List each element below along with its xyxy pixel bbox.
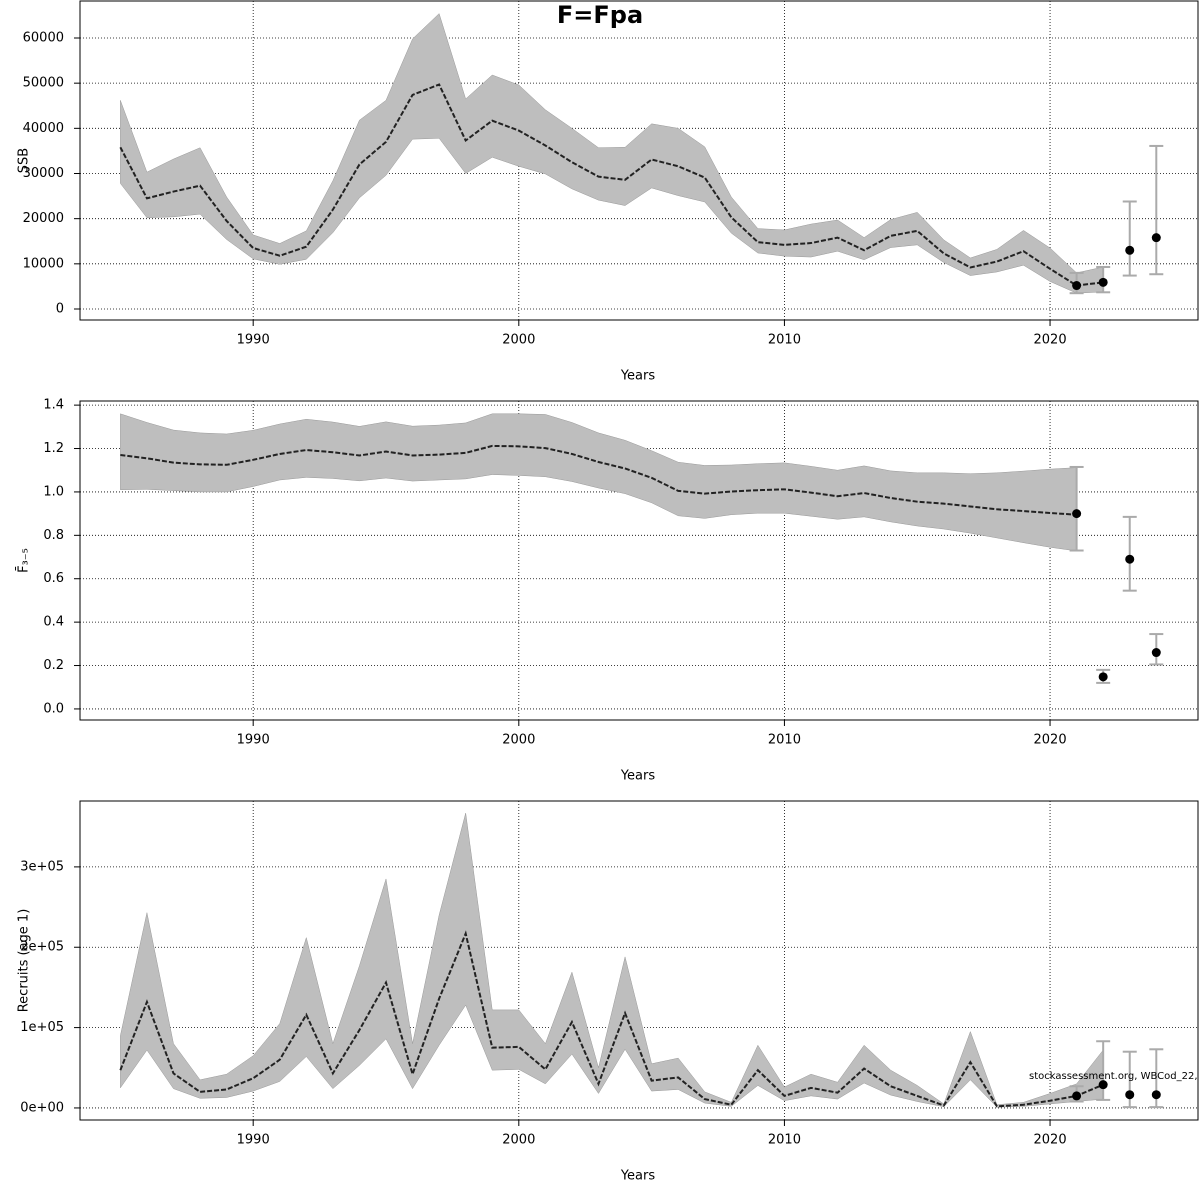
x-axis-label: Years bbox=[620, 769, 656, 784]
forecast-point bbox=[1151, 1090, 1161, 1100]
x-tick-label: 2010 bbox=[768, 1133, 801, 1148]
x-tick-label: 2010 bbox=[768, 733, 801, 748]
chart-title: F=Fpa bbox=[557, 1, 643, 29]
y-axis-label: F̄₃₋₅ bbox=[16, 548, 31, 573]
x-tick-label: 2000 bbox=[502, 333, 535, 348]
y-axis-label: Recruits (age 1) bbox=[17, 909, 32, 1013]
forecast-point bbox=[1072, 1091, 1082, 1101]
confidence-band bbox=[120, 413, 1077, 552]
y-tick-label: 2e+05 bbox=[20, 940, 64, 955]
annotation: stockassessment.org, WBCod_22, bbox=[1029, 1071, 1198, 1082]
forecast-point bbox=[1125, 1090, 1135, 1100]
y-tick-label: 1.0 bbox=[43, 484, 64, 499]
confidence-band bbox=[120, 812, 1104, 1108]
y-tick-label: 1e+05 bbox=[20, 1020, 64, 1035]
y-tick-label: 1.4 bbox=[43, 398, 64, 413]
x-tick-label: 1990 bbox=[237, 1133, 270, 1148]
x-tick-label: 2020 bbox=[1034, 1133, 1067, 1148]
forecast-point bbox=[1098, 1080, 1108, 1090]
y-tick-label: 0 bbox=[56, 302, 64, 317]
plot-frame bbox=[79, 400, 1199, 721]
plot-frame bbox=[79, 0, 1199, 321]
estimate-line bbox=[119, 83, 1104, 287]
x-tick-label: 2010 bbox=[768, 333, 801, 348]
x-tick-label: 1990 bbox=[237, 733, 270, 748]
y-tick-label: 0.2 bbox=[43, 658, 64, 673]
y-tick-label: 0.0 bbox=[43, 701, 64, 716]
y-tick-label: 1.2 bbox=[43, 441, 64, 456]
confidence-band bbox=[120, 13, 1104, 294]
forecast-point bbox=[1151, 233, 1161, 243]
y-tick-label: 30000 bbox=[23, 166, 64, 181]
x-tick-label: 1990 bbox=[237, 333, 270, 348]
y-tick-label: 40000 bbox=[23, 121, 64, 136]
x-tick-label: 2000 bbox=[502, 733, 535, 748]
y-tick-label: 0e+00 bbox=[20, 1100, 64, 1115]
forecast-point bbox=[1098, 672, 1108, 682]
y-tick-label: 0.4 bbox=[43, 615, 64, 630]
x-axis-label: Years bbox=[620, 1169, 656, 1184]
estimate-line bbox=[119, 930, 1104, 1108]
forecast-point bbox=[1072, 281, 1082, 291]
y-tick-label: 0.8 bbox=[43, 528, 64, 543]
estimate-line bbox=[120, 444, 1077, 516]
forecast-point bbox=[1098, 277, 1108, 287]
y-axis-label: SSB bbox=[17, 148, 32, 173]
x-tick-label: 2020 bbox=[1034, 733, 1067, 748]
plot-frame bbox=[79, 800, 1199, 1121]
forecast-point bbox=[1125, 554, 1135, 564]
x-axis-label: Years bbox=[620, 369, 656, 384]
y-tick-label: 3e+05 bbox=[20, 859, 64, 874]
y-tick-label: 20000 bbox=[23, 211, 64, 226]
forecast-point bbox=[1072, 509, 1082, 519]
y-tick-label: 50000 bbox=[23, 76, 64, 91]
x-tick-label: 2020 bbox=[1034, 333, 1067, 348]
x-tick-label: 2000 bbox=[502, 1133, 535, 1148]
y-tick-label: 0.6 bbox=[43, 571, 64, 586]
forecast-point bbox=[1125, 245, 1135, 255]
forecast-point bbox=[1151, 648, 1161, 658]
y-tick-label: 60000 bbox=[23, 30, 64, 45]
y-tick-label: 10000 bbox=[23, 256, 64, 271]
